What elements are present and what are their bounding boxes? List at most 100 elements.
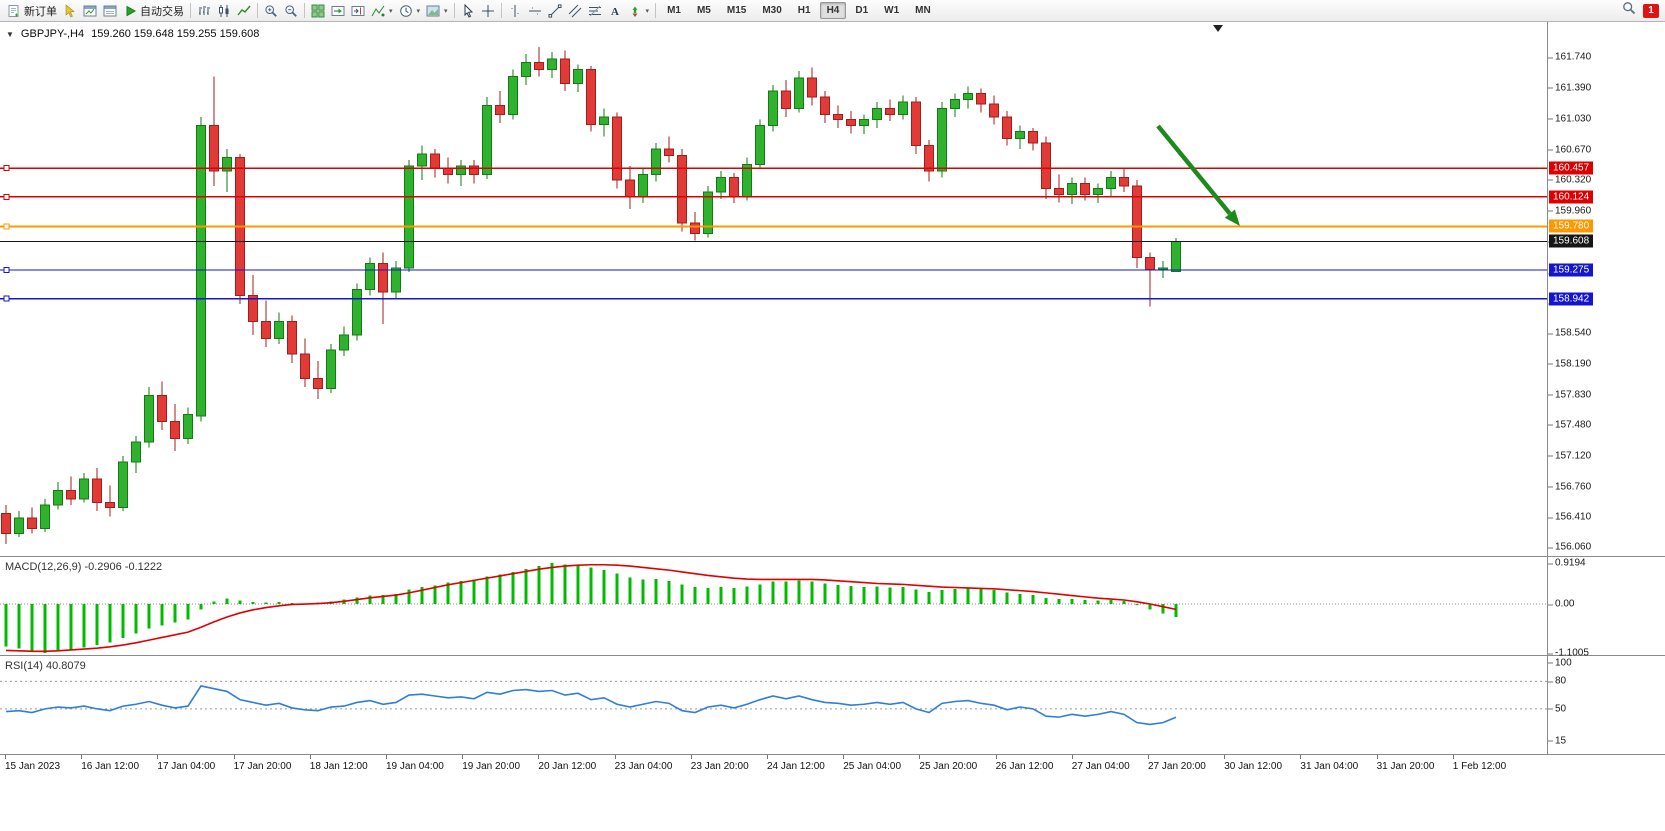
pointer-button[interactable] bbox=[60, 1, 80, 20]
line-handle[interactable] bbox=[3, 295, 10, 302]
templates-button[interactable]: ▾ bbox=[423, 1, 451, 20]
time-label: 27 Jan 04:00 bbox=[1071, 755, 1130, 772]
timeframe-w1-button[interactable]: W1 bbox=[884, 5, 900, 16]
chart-shift-marker[interactable] bbox=[1213, 25, 1223, 32]
chart-window-button[interactable] bbox=[80, 1, 100, 20]
candlestick-chart[interactable] bbox=[0, 22, 1547, 556]
tile-windows-icon bbox=[311, 4, 325, 18]
vertical-line-button[interactable] bbox=[505, 1, 525, 20]
price-tick: 158.540 bbox=[1547, 327, 1592, 339]
search-icon[interactable] bbox=[1622, 1, 1636, 20]
line-handle[interactable] bbox=[3, 267, 10, 274]
notification-badge[interactable]: 1 bbox=[1643, 3, 1659, 18]
tile-windows-button[interactable] bbox=[308, 1, 328, 20]
macd-chart bbox=[0, 562, 1547, 654]
price-tick: 156.760 bbox=[1547, 481, 1592, 493]
time-label: 27 Jan 20:00 bbox=[1148, 755, 1206, 772]
timeframe-m30-button[interactable]: M30 bbox=[762, 5, 782, 16]
timeframe-h4-button[interactable]: H4 bbox=[819, 2, 847, 19]
time-label: 18 Jan 12:00 bbox=[309, 755, 368, 772]
macd-tick: -1.1005 bbox=[1548, 647, 1589, 659]
price-line-label: 159.608 bbox=[1549, 234, 1594, 248]
price-line-label: 160.124 bbox=[1549, 190, 1594, 204]
rsi-indicator-pane[interactable]: RSI(14) 40.8079 100 80 50 15 bbox=[0, 656, 1665, 755]
trend-arrow-annotation[interactable] bbox=[1156, 124, 1240, 226]
line-handle[interactable] bbox=[3, 165, 10, 172]
timeframe-mn-button[interactable]: MN bbox=[915, 5, 931, 16]
rsi-tick: 100 bbox=[1548, 657, 1572, 669]
time-label: 25 Jan 04:00 bbox=[843, 755, 902, 772]
zoom-out-button[interactable] bbox=[281, 1, 301, 20]
line-handle[interactable] bbox=[3, 223, 10, 230]
time-label: 19 Jan 20:00 bbox=[462, 755, 521, 772]
crosshair-button[interactable] bbox=[478, 1, 498, 20]
text-button[interactable]: A bbox=[605, 1, 625, 20]
auto-trading-label: 自动交易 bbox=[140, 5, 184, 18]
macd-indicator-pane[interactable]: MACD(12,26,9) -0.2906 -0.1222 0.9194 0.00… bbox=[0, 557, 1665, 659]
time-label: 17 Jan 20:00 bbox=[233, 755, 292, 772]
periods-button[interactable]: ▾ bbox=[396, 1, 424, 20]
macd-label: MACD(12,26,9) -0.2906 -0.1222 bbox=[5, 561, 163, 573]
candles-series bbox=[1, 47, 1181, 544]
trendline-button[interactable] bbox=[545, 1, 565, 20]
new-order-icon bbox=[7, 4, 21, 18]
indicators-icon bbox=[371, 4, 385, 18]
price-tick: 156.060 bbox=[1547, 541, 1592, 553]
timeframe-m15-button[interactable]: M15 bbox=[726, 5, 747, 16]
templates-icon bbox=[426, 4, 440, 18]
time-axis[interactable]: 15 Jan 2023 16 Jan 12:00 17 Jan 04:00 17 Ja… bbox=[0, 755, 1665, 777]
arrows-button[interactable]: ▾ bbox=[625, 1, 653, 20]
macd-signal-line bbox=[5, 563, 1177, 653]
price-tick: 160.670 bbox=[1547, 144, 1592, 156]
time-label: 15 Jan 2023 bbox=[5, 755, 61, 772]
line-handle[interactable] bbox=[3, 193, 10, 200]
chart-shift-button[interactable] bbox=[348, 1, 368, 20]
bar-chart-button[interactable] bbox=[194, 1, 214, 20]
toolbar-separator bbox=[453, 3, 455, 18]
price-line-label: 158.942 bbox=[1549, 292, 1594, 306]
time-label: 20 Jan 12:00 bbox=[538, 755, 597, 772]
time-label: 1 Feb 12:00 bbox=[1452, 755, 1507, 772]
price-tick: 158.190 bbox=[1547, 358, 1592, 370]
chart-shift-icon bbox=[351, 4, 365, 18]
timeframe-m1-button[interactable]: M1 bbox=[667, 5, 681, 16]
new-order-button[interactable]: 新订单 bbox=[4, 1, 60, 20]
cursor-button[interactable] bbox=[458, 1, 478, 20]
line-chart-button[interactable] bbox=[234, 1, 254, 20]
toolbar-separator bbox=[655, 3, 657, 18]
rsi-tick: 80 bbox=[1547, 675, 1567, 687]
periods-dropdown-icon[interactable]: ▾ bbox=[416, 7, 421, 15]
auto-trading-button[interactable]: 自动交易 bbox=[120, 1, 187, 20]
candlestick-chart-button[interactable] bbox=[214, 1, 234, 20]
zoom-in-button[interactable] bbox=[261, 1, 281, 20]
indicators-button[interactable]: ▾ bbox=[368, 1, 396, 20]
symbol-dropdown-icon[interactable]: ▼ bbox=[6, 29, 14, 39]
price-tick: 160.320 bbox=[1547, 174, 1592, 186]
arrows-dropdown-icon[interactable]: ▾ bbox=[645, 7, 650, 15]
equidistant-channel-button[interactable] bbox=[565, 1, 585, 20]
indicators-dropdown-icon[interactable]: ▾ bbox=[389, 7, 393, 15]
templates-dropdown-icon[interactable]: ▾ bbox=[444, 7, 448, 15]
macd-tick: 0.9194 bbox=[1548, 557, 1586, 569]
line-chart-icon bbox=[237, 4, 251, 18]
fibonacci-button[interactable] bbox=[585, 1, 605, 20]
timeframe-h1-button[interactable]: H1 bbox=[797, 5, 811, 16]
timeframe-d1-button[interactable]: D1 bbox=[855, 5, 869, 16]
time-label: 25 Jan 20:00 bbox=[919, 755, 978, 772]
pointer-icon bbox=[63, 3, 77, 18]
data-window-button[interactable] bbox=[100, 1, 120, 20]
crosshair-icon bbox=[481, 4, 495, 18]
horizontal-line-button[interactable] bbox=[525, 1, 545, 20]
horizontal-lines[interactable] bbox=[0, 165, 1547, 302]
timeframe-m5-button[interactable]: M5 bbox=[696, 5, 711, 16]
price-line-label: 160.457 bbox=[1549, 161, 1594, 175]
price-tick: 157.120 bbox=[1547, 450, 1592, 462]
time-label: 23 Jan 04:00 bbox=[614, 755, 673, 772]
price-chart-pane[interactable]: ▼ GBPJPY-,H4 159.260 159.648 159.255 159… bbox=[0, 22, 1665, 557]
auto-scroll-button[interactable] bbox=[328, 1, 348, 20]
price-tick: 157.480 bbox=[1547, 419, 1592, 431]
price-scale[interactable]: 161.740 161.390 161.030 160.670 160.320 159.9… bbox=[1547, 22, 1665, 556]
new-order-label: 新订单 bbox=[24, 5, 57, 18]
price-tick: 159.960 bbox=[1547, 205, 1592, 217]
